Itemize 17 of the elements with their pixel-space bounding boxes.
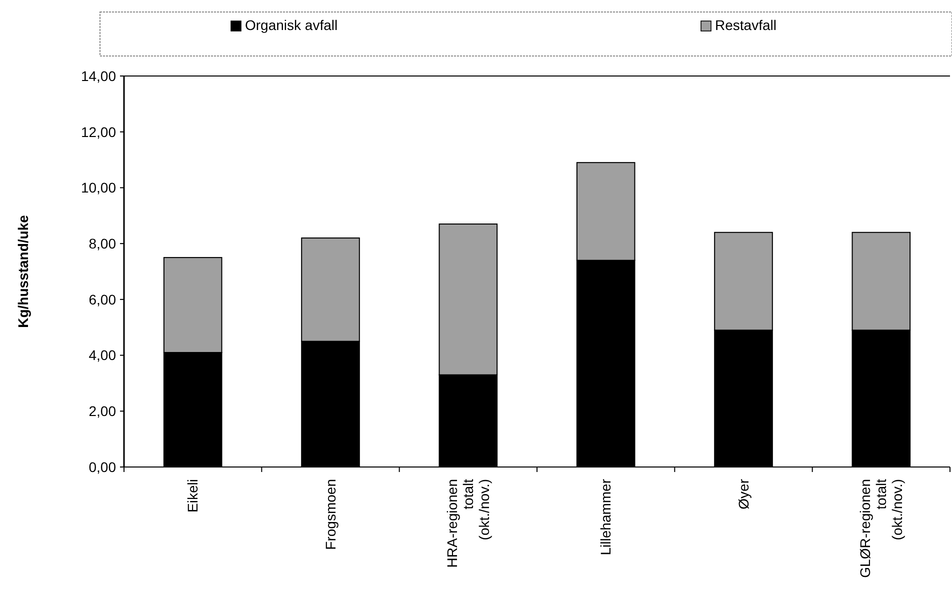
y-tick-label: 2,00	[88, 403, 116, 420]
y-tick-label: 6,00	[88, 291, 116, 308]
x-tick-label: Eikeli	[184, 479, 201, 512]
y-tick-label: 0,00	[88, 458, 116, 475]
x-tick-label: GLØR-regionen totalt (okt./nov.)	[857, 478, 906, 578]
y-tick-label: 4,00	[88, 347, 116, 364]
y-tick-label: 10,00	[80, 180, 116, 196]
y-tick-label: 12,00	[80, 124, 116, 140]
y-axis-title: Kg/husstand/uke	[15, 214, 31, 328]
y-tick-label: 14,00	[80, 68, 116, 84]
legend-label: Restavfall	[715, 17, 776, 33]
x-tick-label: HRA-regionen totalt (okt./nov.)	[444, 478, 492, 568]
x-tick-label: Frogsmoen	[322, 479, 338, 550]
x-tick-label: Lillehammer	[598, 478, 614, 556]
legend-label: Organisk avfall	[245, 17, 338, 33]
y-tick-label: 8,00	[88, 235, 116, 252]
x-tick-label: Øyer	[735, 478, 752, 510]
